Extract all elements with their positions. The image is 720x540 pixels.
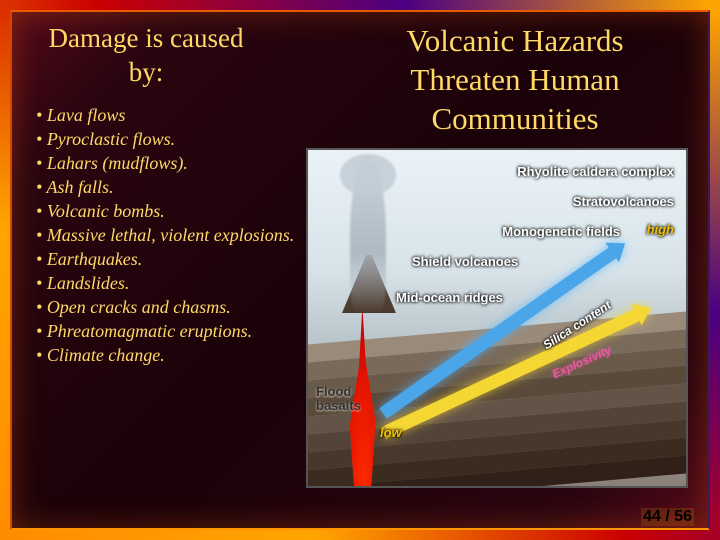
bullet-text: Open cracks and chasms.: [47, 297, 231, 317]
eruption-plume: [350, 158, 386, 313]
bullet-text: Lava flows: [47, 105, 126, 125]
bullet-text: Volcanic bombs.: [47, 201, 165, 221]
heading-damage: Damage is caused by:: [36, 22, 256, 90]
bullet-text: Climate change.: [47, 345, 165, 365]
bullet-list: • Lava flows • Pyroclastic flows. • Laha…: [36, 104, 306, 367]
list-item: • Earthquakes.: [36, 248, 306, 271]
label-shield: Shield volcanoes: [412, 254, 518, 269]
list-item: • Massive lethal, violent explosions.: [36, 224, 306, 247]
page-number: 44 / 56: [641, 508, 694, 526]
bullet-text: Lahars (mudflows).: [47, 153, 188, 173]
label-rhyolite: Rhyolite caldera complex: [517, 164, 674, 179]
label-high: high: [647, 222, 674, 237]
list-item: • Ash falls.: [36, 176, 306, 199]
slide-content: Damage is caused by: Volcanic Hazards Th…: [0, 0, 720, 540]
list-item: • Climate change.: [36, 344, 306, 367]
label-flood: Flood basalts: [316, 385, 366, 412]
bullet-text: Landslides.: [47, 273, 130, 293]
bullet-text: Massive lethal, violent explosions.: [47, 225, 294, 245]
heading-title: Volcanic Hazards Threaten Human Communit…: [350, 22, 680, 138]
bullet-text: Ash falls.: [46, 177, 113, 197]
list-item: • Volcanic bombs.: [36, 200, 306, 223]
bullet-text: Phreatomagmatic eruptions.: [47, 321, 252, 341]
list-item: • Phreatomagmatic eruptions.: [36, 320, 306, 343]
label-strato: Stratovolcanoes: [573, 194, 674, 209]
list-item: • Lava flows: [36, 104, 306, 127]
list-item: • Open cracks and chasms.: [36, 296, 306, 319]
bullet-text: Pyroclastic flows.: [47, 129, 175, 149]
list-item: • Landslides.: [36, 272, 306, 295]
hazard-diagram: Rhyolite caldera complex Stratovolcanoes…: [306, 148, 688, 488]
label-mor: Mid-ocean ridges: [396, 290, 503, 305]
list-item: • Pyroclastic flows.: [36, 128, 306, 151]
label-low: low: [380, 425, 402, 440]
bullet-text: Earthquakes.: [47, 249, 142, 269]
label-mono: Monogenetic fields: [502, 224, 620, 239]
list-item: • Lahars (mudflows).: [36, 152, 306, 175]
